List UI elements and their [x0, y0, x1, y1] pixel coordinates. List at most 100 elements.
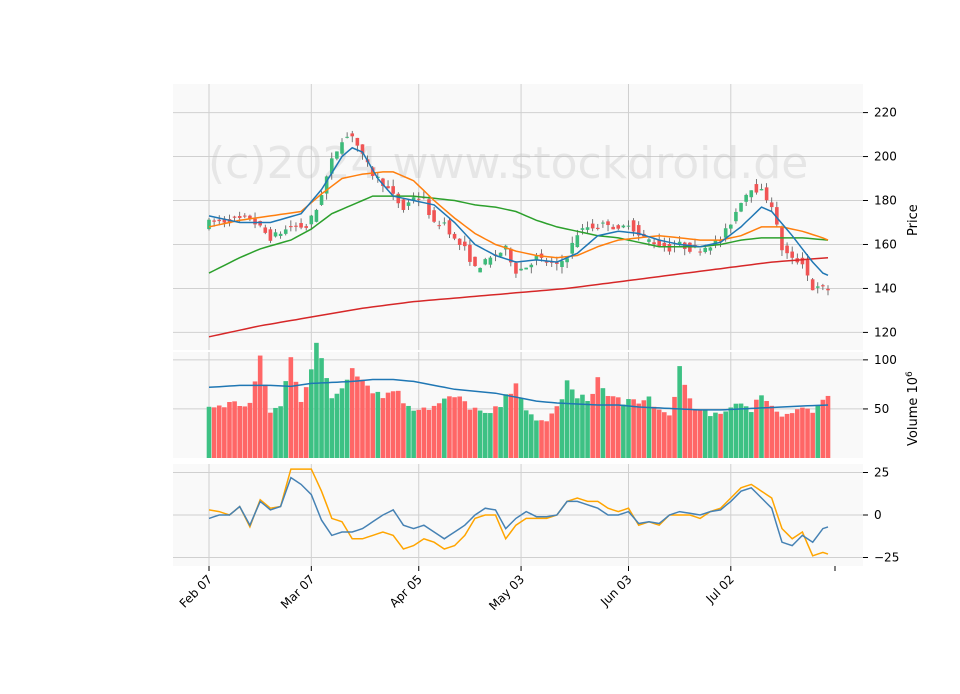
volume-bar [595, 377, 601, 458]
volume-bar [718, 413, 723, 458]
y-tick-label: 140 [874, 281, 897, 295]
volume-bar [508, 393, 514, 458]
watermark: (c)2024 www.stockdroid.de [208, 138, 808, 189]
candle-body [534, 255, 539, 260]
volume-axis-label: Volume 106 [905, 371, 921, 446]
volume-bar [452, 397, 457, 458]
candle-body [565, 258, 569, 263]
volume-bar [564, 380, 570, 458]
volume-bar [667, 415, 672, 458]
volume-bar [257, 355, 263, 458]
candle-body [381, 178, 385, 187]
volume-bar [216, 405, 222, 458]
volume-bar [314, 342, 319, 458]
ma-short-line [208, 146, 829, 276]
volume-bar [743, 406, 749, 458]
volume-bar [334, 393, 340, 458]
volume-bar [268, 412, 273, 458]
x-tick-label: Jul 02 [703, 572, 737, 606]
candle-body [636, 225, 641, 236]
volume-bar [416, 409, 422, 458]
candle-body [498, 252, 503, 257]
candle-body [652, 242, 656, 245]
volume-bar [559, 399, 565, 458]
candle-body [345, 136, 349, 138]
volume-bar [738, 403, 744, 458]
volume-bar [406, 405, 411, 458]
volume-bar [309, 369, 314, 458]
volume-bars [206, 342, 831, 458]
volume-bar [482, 412, 488, 458]
candle-body [708, 247, 713, 251]
candle-body [703, 247, 708, 253]
x-tick-label: Feb 07 [177, 572, 215, 610]
volume-bar [206, 406, 212, 458]
candle-body [278, 233, 283, 236]
candle-body [667, 243, 672, 252]
candle-body [595, 227, 600, 229]
volume-bar [795, 409, 800, 458]
candle-body [590, 223, 595, 229]
volume-bar [575, 398, 580, 458]
volume-bar [503, 394, 509, 458]
candle-body [560, 261, 564, 268]
indicator-lines [208, 146, 829, 557]
candle-body [227, 219, 232, 224]
volume-bar [488, 413, 493, 458]
volume-bar [784, 413, 790, 458]
volume-bar [211, 407, 217, 458]
candle-body [273, 232, 278, 237]
candle-body [529, 264, 534, 268]
volume-bar [805, 408, 810, 458]
volume-bar [754, 399, 759, 458]
y-tick-label: 160 [874, 237, 897, 251]
x-tick-label: Mar 07 [278, 572, 317, 611]
candle-body [754, 184, 759, 193]
volume-bar [672, 396, 677, 458]
candle-body [790, 251, 794, 258]
candle-body [319, 195, 324, 205]
candle-body [217, 219, 222, 222]
candle-body [826, 288, 830, 291]
candle-body [324, 176, 329, 194]
y-tick-label: 25 [874, 466, 889, 480]
volume-bar [779, 416, 785, 458]
candle-body [268, 229, 273, 241]
volume-bar [436, 403, 442, 458]
volume-bar [723, 411, 728, 458]
candle-body [340, 142, 344, 154]
volume-bar [656, 409, 662, 458]
candle-body [780, 227, 784, 251]
volume-bar [252, 381, 258, 458]
candle-body [621, 225, 626, 228]
candle-body [314, 209, 319, 222]
candle-body [401, 199, 406, 210]
volume-bar [687, 398, 693, 458]
candle-body [462, 241, 467, 247]
candle-body [759, 189, 764, 191]
oscillator-signal-line [208, 468, 829, 557]
volume-bar [349, 368, 355, 458]
volume-bar [370, 393, 376, 458]
volume-bar [278, 406, 283, 458]
oscillator-main-line [208, 476, 829, 547]
candle-body [601, 222, 605, 224]
candle-body [222, 218, 227, 223]
volume-bar [651, 406, 657, 458]
candle-body [452, 233, 457, 239]
volume-bar [329, 398, 335, 458]
candle-body [611, 226, 615, 230]
candle-body [657, 239, 661, 247]
candle-body [329, 158, 334, 174]
volume-bar [549, 413, 555, 458]
volume-bar [774, 411, 780, 458]
candle-body [723, 228, 728, 238]
price-panel [173, 84, 863, 350]
volume-bar [242, 406, 248, 458]
candle-body [350, 133, 355, 137]
volume-bar [733, 403, 739, 458]
candle-body [416, 198, 421, 200]
volume-average-line [208, 378, 829, 411]
volume-bar [518, 398, 524, 458]
candle-body [575, 235, 580, 248]
